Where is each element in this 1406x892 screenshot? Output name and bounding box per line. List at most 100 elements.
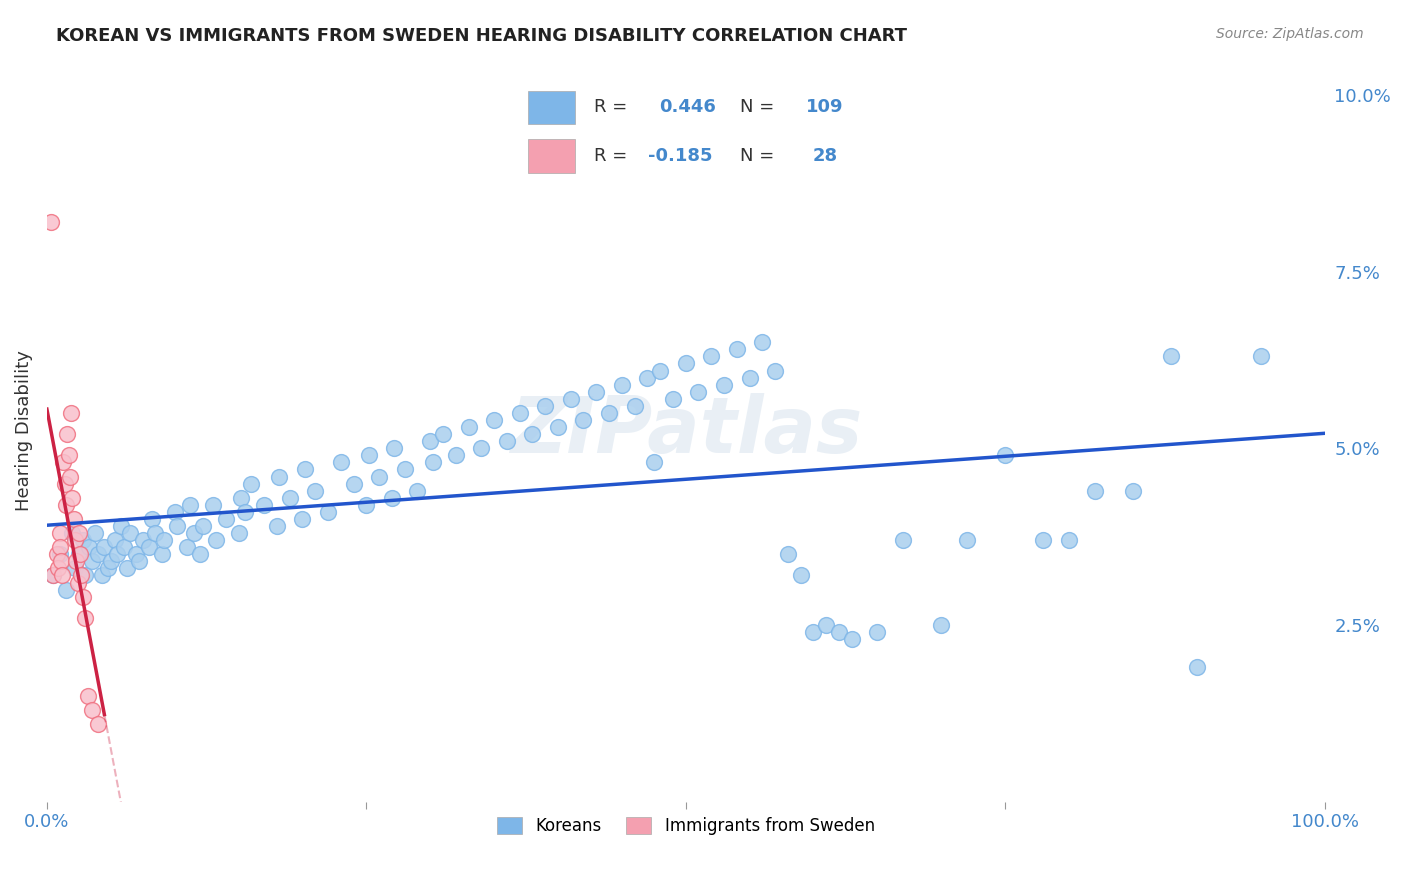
Point	[444, 448, 467, 462]
Point	[803, 624, 825, 639]
Point	[65, 554, 87, 568]
Point	[42, 568, 65, 582]
Point	[55, 498, 77, 512]
Point	[51, 568, 73, 582]
Point	[1032, 533, 1054, 548]
Point	[329, 455, 352, 469]
Text: R =: R =	[593, 98, 633, 117]
Bar	[527, 91, 575, 124]
Text: N =: N =	[740, 98, 780, 117]
Point	[90, 568, 112, 582]
Text: 109: 109	[806, 98, 844, 117]
Point	[42, 568, 65, 582]
Y-axis label: Hearing Disability: Hearing Disability	[15, 351, 32, 511]
Point	[63, 561, 86, 575]
Point	[69, 547, 91, 561]
Point	[253, 498, 276, 512]
Point	[118, 526, 141, 541]
Point	[688, 384, 710, 399]
Point	[316, 505, 339, 519]
Point	[163, 505, 186, 519]
Point	[117, 561, 139, 575]
Point	[1160, 350, 1182, 364]
Point	[1083, 483, 1105, 498]
Point	[75, 568, 97, 582]
Point	[623, 399, 645, 413]
Point	[342, 476, 364, 491]
Point	[77, 540, 100, 554]
Point	[191, 519, 214, 533]
Point	[636, 370, 658, 384]
Point	[59, 469, 82, 483]
Point	[419, 434, 441, 449]
Point	[105, 547, 128, 561]
Point	[87, 716, 110, 731]
Point	[713, 377, 735, 392]
Point	[145, 526, 167, 541]
Point	[70, 568, 93, 582]
Point	[176, 540, 198, 554]
Point	[994, 448, 1017, 462]
Point	[700, 350, 723, 364]
Point	[470, 442, 492, 456]
Point	[457, 420, 479, 434]
Point	[166, 519, 188, 533]
Point	[828, 624, 851, 639]
Text: 28: 28	[813, 146, 838, 165]
Point	[304, 483, 326, 498]
Point	[56, 427, 79, 442]
Point	[229, 491, 252, 505]
Point	[75, 611, 97, 625]
Point	[72, 590, 94, 604]
Point	[53, 476, 76, 491]
Text: ZIPatlas: ZIPatlas	[509, 392, 862, 468]
Point	[66, 575, 89, 590]
Point	[356, 498, 378, 512]
Point	[228, 526, 250, 541]
Point	[547, 420, 569, 434]
Point	[97, 561, 120, 575]
Point	[482, 413, 505, 427]
Point	[141, 512, 163, 526]
Point	[60, 406, 83, 420]
Point	[432, 427, 454, 442]
Point	[815, 618, 838, 632]
Point	[422, 455, 444, 469]
Point	[80, 554, 103, 568]
Point	[112, 540, 135, 554]
Point	[675, 356, 697, 370]
Point	[776, 547, 799, 561]
Point	[52, 455, 75, 469]
Point	[87, 547, 110, 561]
Text: N =: N =	[740, 146, 780, 165]
Point	[84, 526, 107, 541]
Point	[100, 554, 122, 568]
Point	[179, 498, 201, 512]
Point	[662, 392, 685, 406]
Point	[138, 540, 160, 554]
Point	[188, 547, 211, 561]
Point	[233, 505, 256, 519]
Point	[381, 491, 404, 505]
Point	[132, 533, 155, 548]
Point	[929, 618, 952, 632]
Point	[58, 448, 80, 462]
Point	[1250, 350, 1272, 364]
Point	[406, 483, 429, 498]
Point	[67, 526, 90, 541]
Text: KOREAN VS IMMIGRANTS FROM SWEDEN HEARING DISABILITY CORRELATION CHART: KOREAN VS IMMIGRANTS FROM SWEDEN HEARING…	[56, 27, 907, 45]
Point	[585, 384, 607, 399]
Point	[48, 540, 70, 554]
Point	[49, 554, 72, 568]
Point	[1185, 660, 1208, 674]
Text: 0.446: 0.446	[659, 98, 716, 117]
Point	[104, 533, 127, 548]
Point	[610, 377, 633, 392]
Point	[269, 469, 291, 483]
Point	[39, 215, 62, 229]
Point	[763, 363, 786, 377]
Point	[841, 632, 863, 646]
Point	[1057, 533, 1080, 548]
Point	[294, 462, 316, 476]
Point	[240, 476, 263, 491]
